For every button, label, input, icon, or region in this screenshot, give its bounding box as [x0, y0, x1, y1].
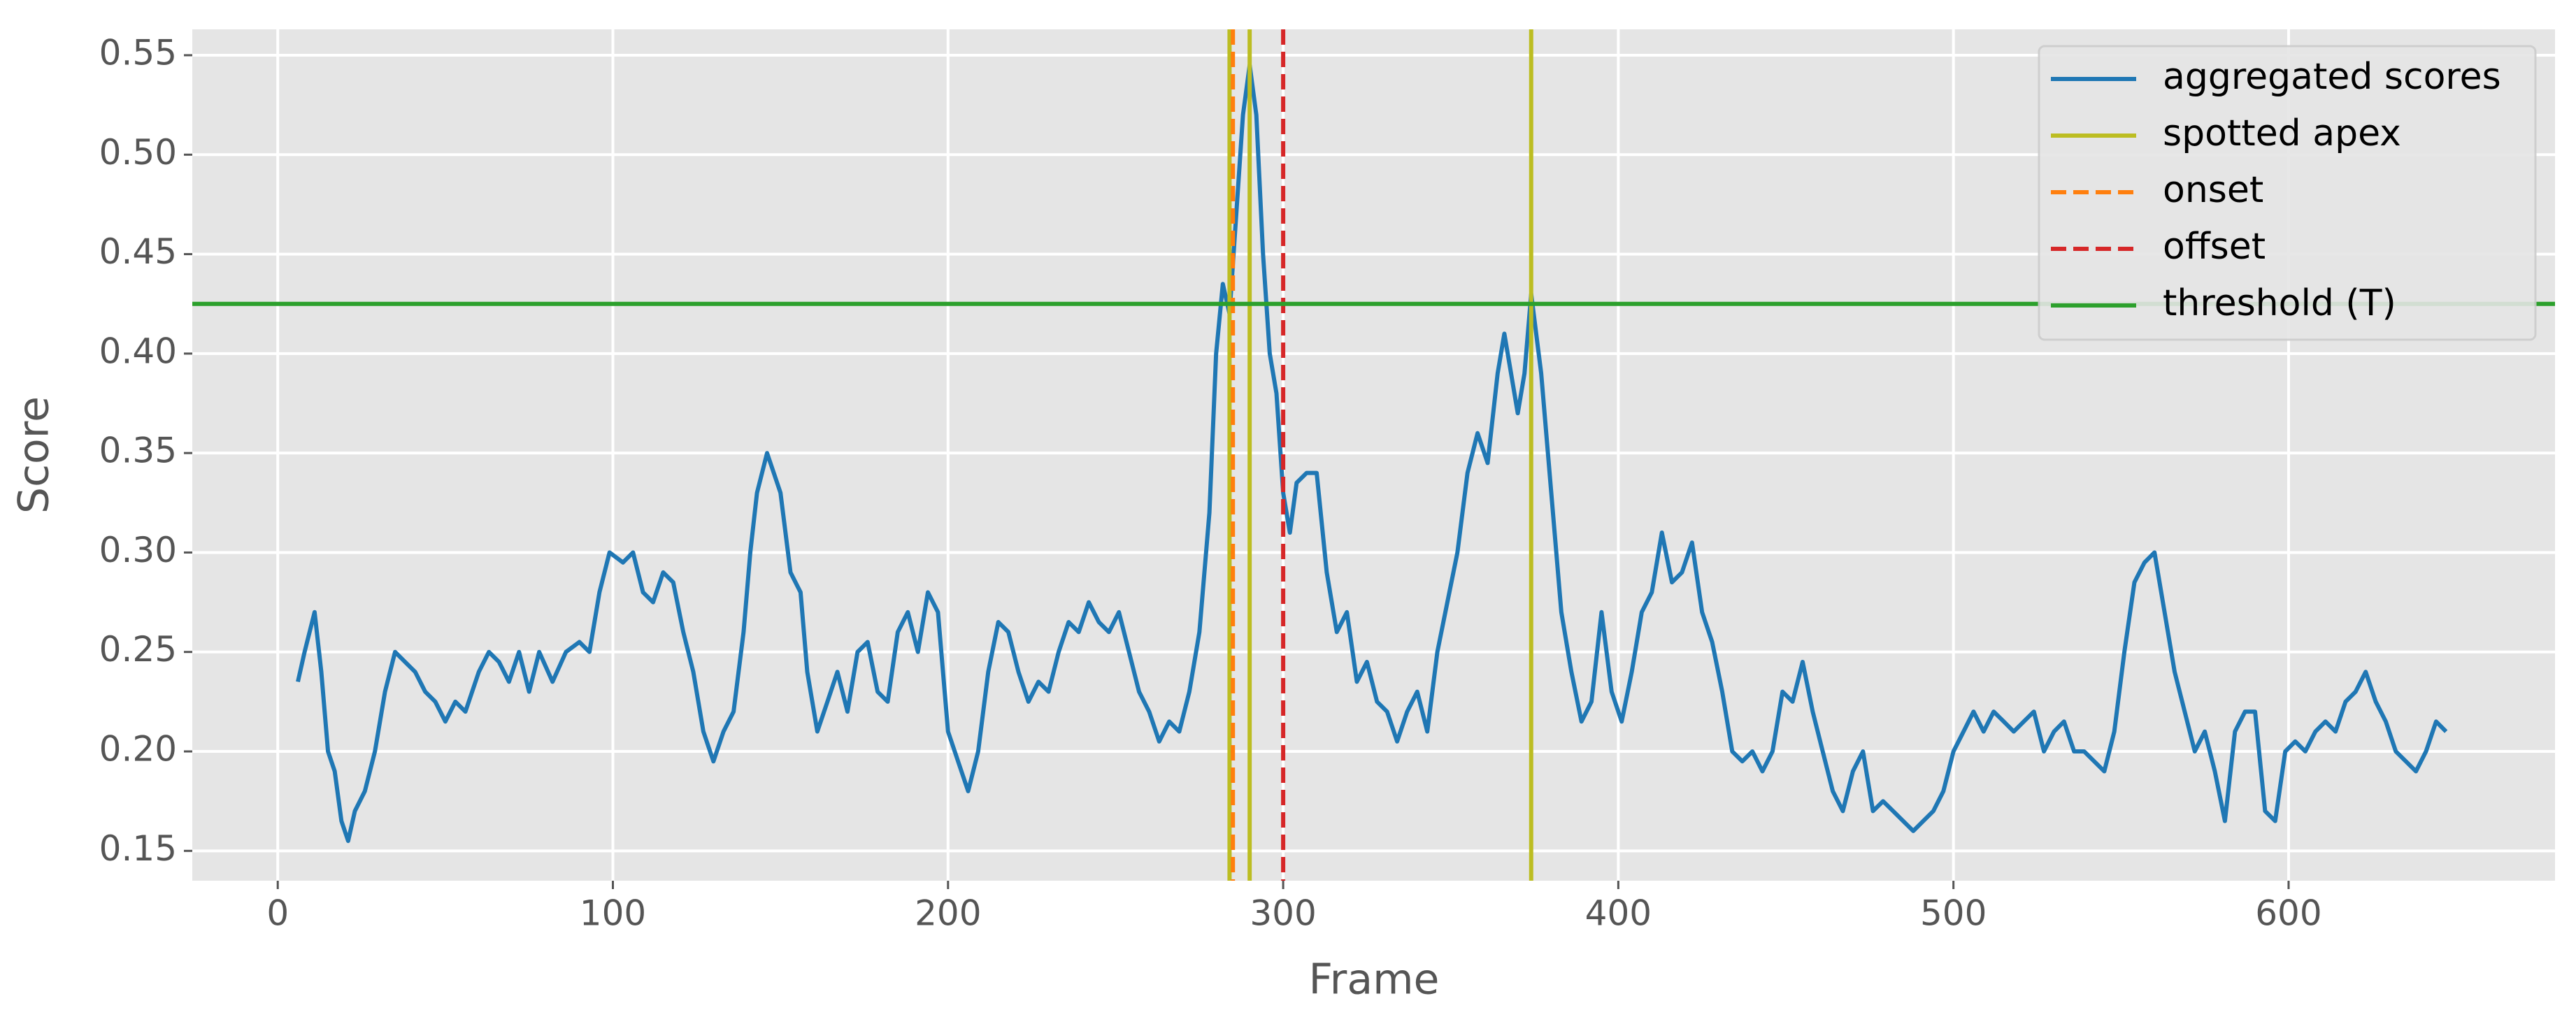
y-tick-label: 0.55 [99, 32, 177, 73]
legend-label: onset [2163, 169, 2263, 211]
x-tick-label: 100 [580, 893, 646, 934]
legend-label: aggregated scores [2163, 56, 2501, 98]
legend-box [2038, 45, 2537, 341]
y-axis-label: Score [10, 396, 59, 514]
y-tick-label: 0.20 [99, 729, 177, 770]
legend: aggregated scores spotted apex onset offset… [2038, 45, 2537, 341]
y-tick-label: 0.45 [99, 231, 177, 272]
y-tick-label: 0.30 [99, 530, 177, 570]
y-tick-label: 0.50 [99, 132, 177, 173]
x-tick-label: 300 [1250, 893, 1316, 934]
x-tick-label: 0 [266, 893, 289, 934]
x-tick-label: 600 [2255, 893, 2321, 934]
x-tick-label: 200 [915, 893, 981, 934]
y-tick-label: 0.35 [99, 431, 177, 471]
x-axis-label: Frame [1309, 956, 1440, 1004]
y-tick-label: 0.25 [99, 629, 177, 670]
legend-label: spotted apex [2163, 113, 2401, 154]
y-tick-label: 0.40 [99, 331, 177, 371]
x-tick-label: 500 [1920, 893, 1987, 934]
y-tick-label: 0.15 [99, 828, 177, 869]
line-series [296, 63, 2448, 844]
x-tick-label: 400 [1585, 893, 1652, 934]
legend-label: offset [2163, 226, 2266, 268]
legend-label: threshold (T) [2163, 282, 2396, 324]
